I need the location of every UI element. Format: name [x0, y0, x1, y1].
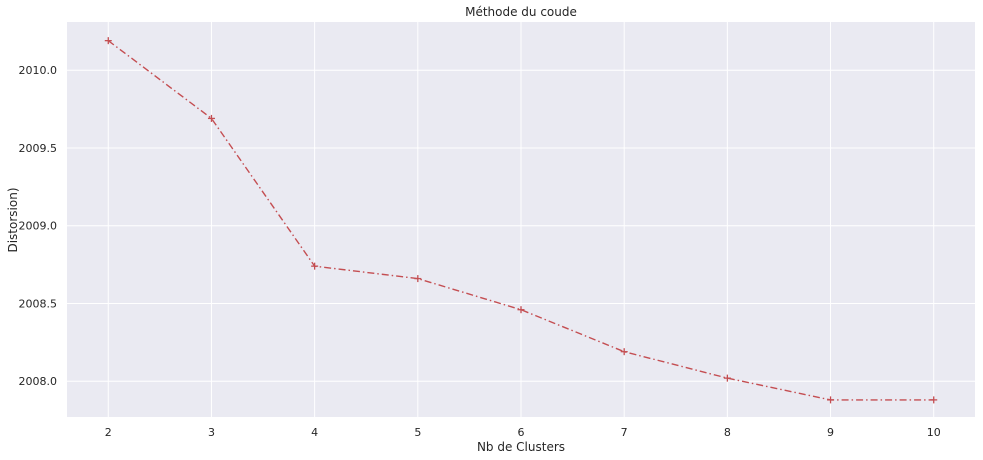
- x-tick-labels: 2 3 4 5 6 7 8 9 10: [105, 426, 941, 439]
- x-tick-label: 3: [208, 426, 215, 439]
- data-point: [723, 374, 731, 382]
- y-tick-label: 2009.5: [19, 142, 58, 155]
- y-tick-label: 2009.0: [19, 220, 58, 233]
- y-tick-label: 2010.0: [19, 64, 58, 77]
- data-point: [104, 37, 112, 45]
- y-tick-labels: 2008.0 2008.5 2009.0 2009.5 2010.0: [19, 64, 58, 388]
- series-layer: [104, 37, 938, 404]
- y-axis-title: Distorsion): [6, 187, 20, 252]
- x-axis-title: Nb de Clusters: [477, 440, 565, 454]
- x-tick-label: 7: [621, 426, 628, 439]
- data-point: [827, 396, 835, 404]
- y-tick-label: 2008.0: [19, 375, 58, 388]
- data-point: [207, 114, 215, 122]
- data-point: [930, 396, 938, 404]
- series-line: [107, 40, 934, 401]
- x-tick-label: 9: [827, 426, 834, 439]
- chart-title: Méthode du coude: [465, 5, 577, 19]
- x-tick-label: 10: [927, 426, 941, 439]
- data-point: [311, 262, 319, 270]
- x-tick-label: 6: [518, 426, 525, 439]
- x-tick-label: 8: [724, 426, 731, 439]
- data-point: [517, 306, 525, 314]
- data-point: [414, 275, 422, 283]
- x-tick-label: 4: [311, 426, 318, 439]
- y-tick-label: 2008.5: [19, 297, 58, 310]
- x-tick-label: 5: [414, 426, 421, 439]
- y-gridlines: [67, 69, 975, 382]
- x-tick-label: 2: [105, 426, 112, 439]
- data-point: [620, 348, 628, 356]
- x-gridlines: [107, 22, 935, 417]
